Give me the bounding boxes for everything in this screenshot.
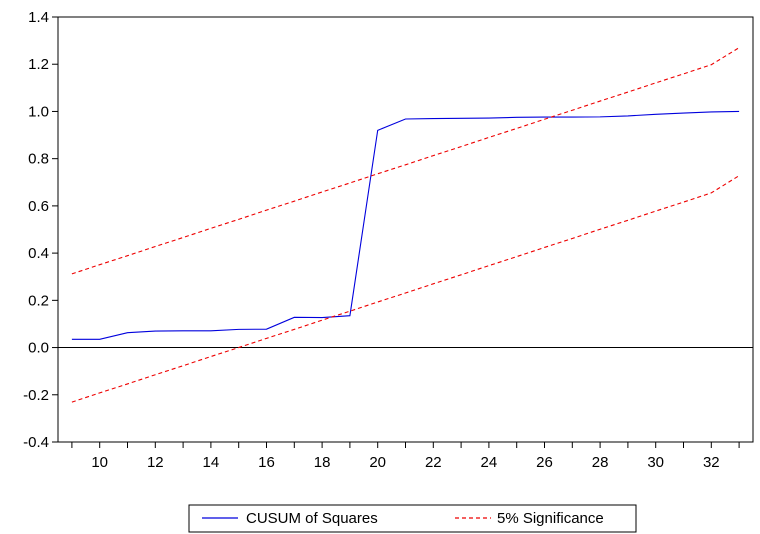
series-line-upper-bound <box>71 47 740 275</box>
x-tick-label: 28 <box>592 454 609 471</box>
y-axis: -0.4 -0.2 0.0 0.2 0.4 0.6 0.8 1.0 1.2 1.4 <box>23 9 58 451</box>
y-tick-label: 1.0 <box>28 103 49 120</box>
x-tick-label: 20 <box>369 454 386 471</box>
y-tick-label: 1.2 <box>28 56 49 73</box>
y-tick-label: -0.2 <box>23 387 49 404</box>
x-tick-label: 18 <box>314 454 331 471</box>
x-tick-label: 24 <box>481 454 498 471</box>
legend: CUSUM of Squares 5% Significance <box>188 504 637 533</box>
x-axis: 10 12 14 16 18 20 22 24 26 28 30 32 <box>71 442 740 471</box>
legend-box <box>188 504 637 533</box>
series-line-lower-bound <box>71 175 740 403</box>
x-tick-label: 26 <box>536 454 553 471</box>
legend-label-significance: 5% Significance <box>497 510 604 527</box>
x-tick-label: 30 <box>647 454 664 471</box>
series-line-cusum <box>71 110 740 340</box>
x-tick-label: 16 <box>258 454 275 471</box>
x-tick-label: 10 <box>91 454 108 471</box>
series-layer <box>71 47 740 403</box>
y-tick-label: 0.8 <box>28 151 49 168</box>
plot-area <box>57 16 754 443</box>
x-tick-label: 22 <box>425 454 442 471</box>
y-tick-label: 0.4 <box>28 245 49 262</box>
y-tick-label: 0.0 <box>28 340 49 357</box>
legend-label-cusum: CUSUM of Squares <box>246 510 378 527</box>
y-tick-label: -0.4 <box>23 434 49 451</box>
x-tick-label: 14 <box>203 454 220 471</box>
y-tick-label: 0.6 <box>28 198 49 215</box>
x-tick-label: 12 <box>147 454 164 471</box>
x-tick-label: 32 <box>703 454 720 471</box>
y-tick-label: 0.2 <box>28 292 49 309</box>
y-tick-label: 1.4 <box>28 9 49 26</box>
